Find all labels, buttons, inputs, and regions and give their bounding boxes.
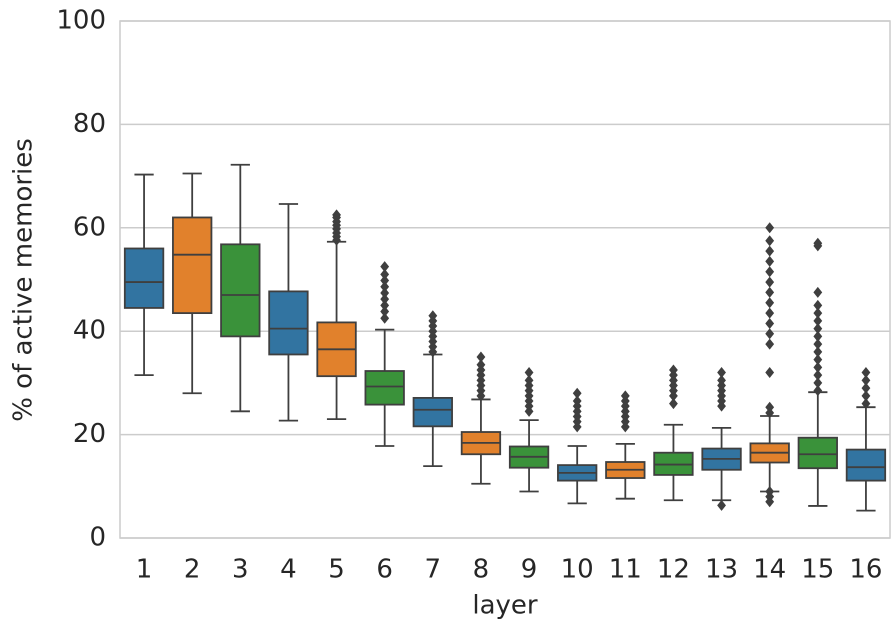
x-tick-label: 5: [328, 555, 345, 585]
box: [220, 243, 261, 338]
outlier: [476, 359, 486, 371]
x-tick-label: 13: [705, 555, 738, 585]
outlier: [380, 312, 390, 324]
x-tick-label: 16: [849, 555, 882, 585]
outlier: [861, 367, 871, 379]
outlier: [620, 390, 630, 402]
outlier: [765, 367, 775, 379]
outlier: [572, 395, 582, 407]
y-tick-label: 100: [56, 6, 106, 36]
outlier: [813, 307, 823, 319]
x-tick-label: 2: [184, 555, 201, 585]
outlier: [380, 299, 390, 311]
outlier: [765, 307, 775, 319]
outlier: [572, 387, 582, 399]
outlier: [332, 209, 341, 221]
box: [845, 448, 887, 482]
box: [797, 436, 838, 470]
outlier: [428, 310, 438, 322]
outlier: [765, 245, 775, 257]
outlier: [765, 317, 775, 329]
y-tick-label: 40: [73, 316, 106, 346]
outlier: [861, 374, 871, 386]
box: [268, 290, 309, 356]
outlier: [524, 367, 534, 379]
box: [123, 247, 165, 309]
x-tick-label: 15: [801, 555, 834, 585]
y-tick-label: 80: [73, 109, 106, 139]
outlier: [765, 407, 775, 419]
outlier: [765, 338, 775, 350]
outlier: [380, 281, 390, 293]
x-tick-label: 4: [280, 555, 297, 585]
y-tick-label: 60: [73, 212, 106, 242]
outlier: [380, 287, 390, 299]
y-tick-label: 0: [89, 523, 106, 553]
outlier: [717, 499, 726, 511]
outlier: [765, 235, 775, 247]
y-tick-label: 20: [73, 419, 106, 449]
outlier: [813, 354, 823, 366]
outlier: [813, 346, 823, 358]
outlier: [813, 338, 823, 350]
x-tick-label: 10: [561, 555, 594, 585]
outlier: [861, 382, 871, 394]
x-tick-label: 8: [473, 555, 490, 585]
outlier: [765, 328, 775, 340]
x-axis-label: layer: [472, 591, 538, 621]
box: [364, 370, 405, 406]
box: [172, 216, 213, 315]
x-tick-label: 7: [425, 555, 442, 585]
outlier: [765, 255, 775, 267]
outlier: [380, 275, 390, 287]
outlier: [813, 286, 823, 298]
outlier: [813, 237, 823, 249]
outlier: [380, 293, 390, 305]
x-tick-label: 3: [232, 555, 249, 585]
outlier: [765, 286, 775, 298]
x-tick-label: 14: [753, 555, 786, 585]
outlier: [669, 364, 678, 376]
outlier: [861, 390, 871, 402]
x-tick-label: 9: [521, 555, 538, 585]
box: [412, 396, 453, 428]
x-tick-label: 11: [609, 555, 642, 585]
outlier: [717, 374, 726, 386]
outlier: [524, 374, 534, 386]
y-axis-label: % of active memories: [9, 138, 39, 422]
outlier: [813, 361, 823, 373]
outlier: [813, 323, 823, 335]
outlier: [380, 306, 390, 318]
outlier: [380, 268, 390, 280]
outlier: [813, 369, 823, 381]
outlier: [765, 485, 775, 497]
outlier: [765, 276, 775, 288]
x-tick-label: 1: [136, 555, 153, 585]
outlier: [765, 266, 775, 278]
outlier: [813, 299, 823, 311]
outlier: [813, 385, 823, 397]
outlier: [813, 315, 823, 327]
outlier: [861, 398, 871, 410]
outlier: [765, 297, 775, 309]
outlier: [765, 222, 775, 234]
outlier: [476, 351, 486, 363]
x-tick-label: 12: [657, 555, 690, 585]
outlier: [765, 401, 775, 413]
outlier: [813, 330, 823, 342]
x-tick-label: 6: [376, 555, 393, 585]
outlier: [669, 398, 678, 410]
outlier: [380, 261, 390, 273]
outlier: [717, 367, 726, 379]
outlier: [813, 377, 823, 389]
